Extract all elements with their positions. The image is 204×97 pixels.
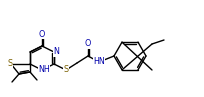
Text: NH: NH <box>38 65 50 74</box>
Text: O: O <box>84 39 91 48</box>
Text: HN: HN <box>93 58 104 67</box>
Text: N: N <box>53 48 59 56</box>
Text: S: S <box>63 65 68 74</box>
Text: O: O <box>39 29 45 39</box>
Text: S: S <box>7 59 12 68</box>
